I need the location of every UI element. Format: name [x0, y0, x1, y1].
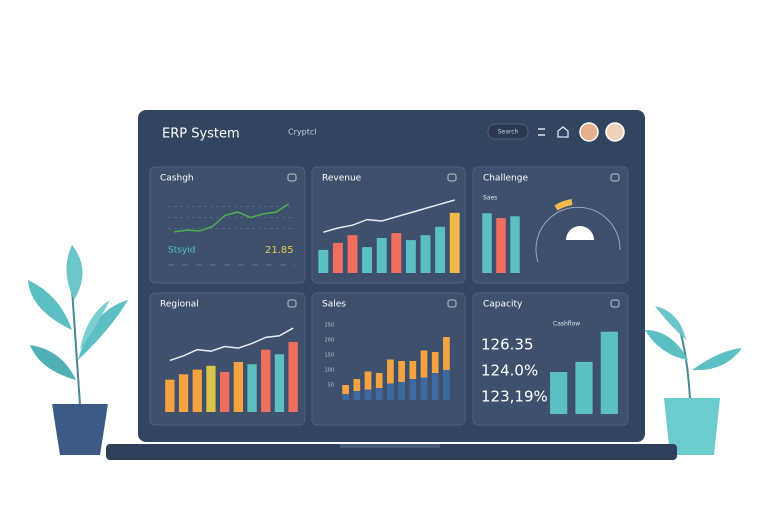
bar	[233, 361, 244, 412]
panel	[311, 292, 466, 426]
bar-segment	[375, 388, 383, 400]
avatar[interactable]	[605, 122, 625, 142]
bar-segment	[409, 361, 417, 379]
bar	[347, 235, 358, 273]
bar	[274, 354, 285, 412]
plant-right	[645, 306, 742, 455]
panel-label: Saes	[483, 195, 497, 202]
bar-segment	[342, 385, 349, 394]
panel-label: Cashflow	[553, 321, 580, 328]
trend-line	[174, 203, 290, 233]
stat-label: Stsyid	[168, 246, 195, 256]
y-tick-label: 50	[328, 383, 334, 389]
bar	[261, 349, 271, 412]
panel-title: Regional	[160, 300, 199, 310]
subtitle: Cryptcl	[288, 128, 316, 137]
bar	[288, 341, 298, 412]
panel-menu[interactable]	[287, 173, 297, 182]
bar	[496, 218, 506, 273]
stat-value: 124.0%	[481, 362, 538, 380]
plant-left	[28, 245, 128, 455]
stat-value: 21.85	[265, 245, 294, 256]
bar-segment	[431, 352, 439, 373]
bar-segment	[364, 389, 372, 400]
bar-segment	[387, 383, 394, 400]
bar-segment	[353, 379, 361, 391]
bar-segment	[398, 361, 405, 382]
bar-segment	[387, 359, 394, 384]
stat-value: 126.35	[481, 336, 534, 354]
bar	[376, 238, 387, 273]
search-button[interactable]	[487, 123, 529, 140]
bar	[247, 364, 257, 412]
bar	[405, 240, 416, 273]
panel-title: Sales	[322, 300, 346, 310]
laptop-notch	[340, 444, 440, 448]
bar-segment	[443, 337, 450, 370]
bar	[510, 216, 520, 273]
bar	[420, 235, 431, 273]
panel-menu[interactable]	[447, 299, 457, 308]
gauge-arc	[554, 199, 573, 211]
y-tick-label: 200	[324, 338, 334, 344]
bar	[332, 242, 343, 273]
bar	[600, 331, 618, 414]
panel-menu[interactable]	[610, 299, 620, 308]
avatar[interactable]	[579, 122, 599, 142]
bar-segment	[353, 391, 361, 400]
panel	[149, 166, 306, 284]
bar	[550, 372, 568, 414]
y-tick-label: 150	[324, 353, 334, 359]
bar	[575, 361, 593, 414]
panel-title: Revenue	[322, 174, 362, 184]
bar-segment	[375, 373, 383, 388]
bar	[206, 365, 216, 412]
bar	[178, 374, 189, 412]
panel-title: Challenge	[483, 174, 528, 184]
bar	[192, 369, 202, 412]
y-tick-label: 100	[324, 368, 334, 374]
bar-segment	[342, 394, 349, 400]
icon-home[interactable]	[557, 126, 569, 138]
panel-menu[interactable]	[447, 173, 457, 182]
bar	[362, 247, 373, 273]
trend-line	[169, 327, 294, 362]
bar	[391, 233, 402, 273]
panel-menu[interactable]	[610, 173, 620, 182]
panel-title: Cashgh	[160, 174, 194, 184]
laptop-base	[106, 444, 677, 460]
y-tick-label: 250	[324, 323, 334, 329]
bar-segment	[398, 382, 405, 400]
gauge-track	[535, 206, 621, 263]
app-title: ERP System	[162, 127, 240, 142]
bar	[165, 379, 175, 412]
icon-filter[interactable]	[538, 128, 545, 136]
trend-line	[323, 199, 455, 233]
gauge-center	[566, 226, 594, 240]
bar-segment	[431, 373, 439, 400]
stat-value: 123,19%	[481, 388, 548, 406]
bar-segment	[420, 350, 428, 378]
panel-menu[interactable]	[287, 299, 297, 308]
bar	[219, 371, 230, 412]
panel-title: Capacity	[483, 300, 523, 310]
bar-segment	[364, 371, 372, 390]
bar-segment	[409, 379, 417, 400]
bar	[482, 213, 492, 273]
bar	[449, 212, 460, 273]
bar-segment	[420, 377, 428, 400]
bar	[435, 226, 446, 273]
bar-segment	[443, 370, 450, 400]
search-label: Search	[498, 129, 519, 136]
bar	[318, 249, 329, 273]
